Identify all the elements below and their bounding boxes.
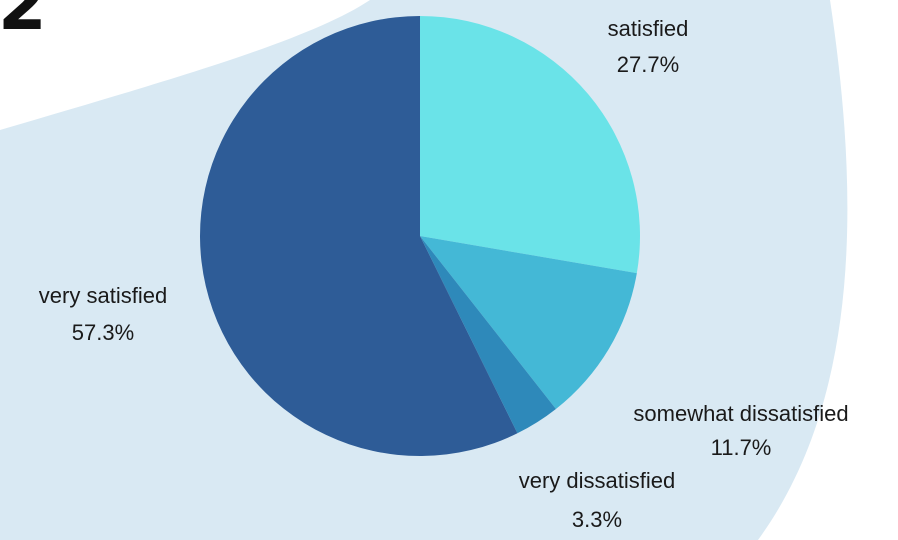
pie-labels: satisfied 27.7% somewhat dissatisfied 11.7%…	[39, 16, 849, 532]
slice-value-very-satisfied: 57.3%	[72, 320, 134, 345]
pie-slice-very-dissatisfied	[420, 236, 556, 434]
slice-value-very-dissatisfied: 3.3%	[572, 507, 622, 532]
pie-slice-satisfied	[420, 16, 640, 274]
pie-slices	[199, 16, 640, 456]
slice-label-somewhat-dissatisfied: somewhat dissatisfied	[633, 401, 848, 426]
pie-slice-very-satisfied	[199, 16, 518, 456]
slice-value-satisfied: 27.7%	[617, 52, 679, 77]
slice-label-very-satisfied: very satisfied	[39, 283, 167, 308]
slice-label-very-dissatisfied: very dissatisfied	[519, 468, 676, 493]
slice-label-satisfied: satisfied	[608, 16, 689, 41]
slice-value-somewhat-dissatisfied: 11.7%	[711, 435, 772, 460]
corner-heading-fragment: 2	[0, 0, 47, 46]
pie-slice-somewhat-dissatisfied	[420, 236, 637, 409]
